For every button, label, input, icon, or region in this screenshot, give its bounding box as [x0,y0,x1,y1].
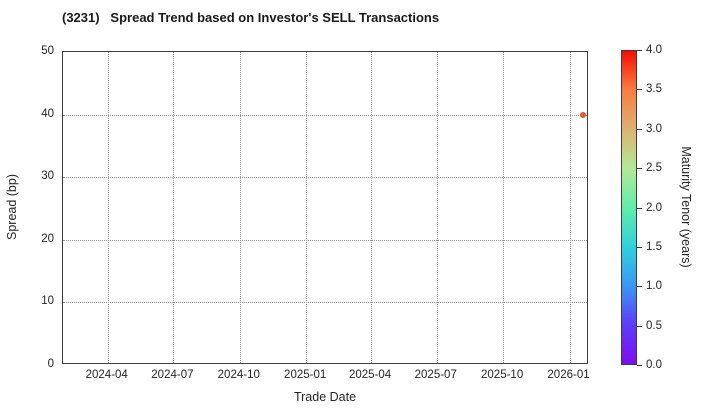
gridline-vertical [436,52,438,363]
colorbar-tick-label: 2.5 [646,162,662,175]
colorbar-tick-label: 3.0 [646,122,662,135]
y-axis-label: Spread (bp) [5,173,19,241]
gridline-vertical [173,52,175,363]
x-tick-label: 2024-07 [151,369,194,381]
y-tick-label: 0 [47,358,54,370]
colorbar-tick [637,365,642,366]
x-tick-label: 2025-07 [414,369,457,381]
y-tick-label: 10 [41,295,54,308]
gridline-horizontal [63,114,587,116]
colorbar-tick [637,246,642,248]
colorbar-tick-label: 1.5 [646,240,662,253]
x-tick-label: 2025-01 [284,369,327,381]
gridline-vertical [107,52,109,363]
gridline-vertical [371,52,373,363]
x-tick-label: 2026-01 [547,369,590,381]
y-tick-label: 50 [41,45,54,57]
data-point [580,111,587,118]
gridline-horizontal [63,177,587,179]
x-axis-label: Trade Date [293,390,357,404]
colorbar-tick [637,128,642,130]
colorbar-tick [637,89,642,91]
colorbar-tick-label: 4.0 [646,44,662,56]
x-tick-label: 2024-10 [217,369,260,381]
plot-area [62,51,588,364]
colorbar-tick-label: 3.5 [646,83,662,96]
gridline-horizontal [63,239,587,241]
colorbar-tick-label: 0.5 [646,319,662,332]
x-tick-label: 2025-10 [481,369,524,381]
gridline-vertical [306,52,308,363]
colorbar-tick [637,325,642,327]
colorbar-tick [637,168,642,170]
colorbar-tick [637,50,642,51]
colorbar-label: Maturity Tenor (years) [679,146,693,268]
colorbar-tick-label: 1.0 [646,280,662,293]
gridline-vertical [239,52,241,363]
y-tick-label: 20 [41,232,54,245]
colorbar-tick [637,286,642,288]
chart-title: (3231) Spread Trend based on Investor's … [62,10,440,25]
y-tick-label: 30 [41,170,54,183]
gridline-vertical [503,52,505,363]
y-tick-label: 40 [41,107,54,120]
colorbar-tick-label: 2.0 [646,201,662,214]
colorbar [621,50,637,365]
colorbar-tick [637,207,642,209]
gridline-vertical [569,52,571,363]
gridline-horizontal [63,302,587,304]
colorbar-tick-label: 0.0 [646,359,662,371]
x-tick-label: 2025-04 [348,369,392,381]
x-tick-label: 2024-04 [85,369,128,381]
